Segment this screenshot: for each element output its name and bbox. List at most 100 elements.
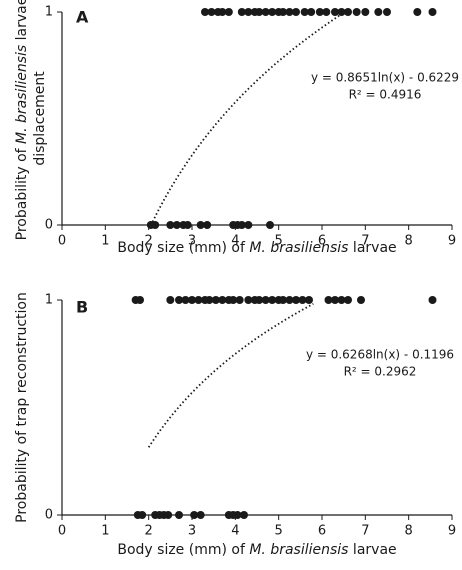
y-tick-label: 0 [45, 218, 53, 233]
point [428, 296, 437, 304]
r-squared: R² = 0.4916 [349, 88, 422, 102]
point [324, 296, 333, 304]
point [175, 296, 183, 304]
point [205, 296, 214, 304]
x-tick-label: 8 [405, 234, 413, 249]
point [285, 8, 294, 16]
y-axis-label-part: Probability of trap reconstruction [14, 292, 30, 523]
x-tick-label: 9 [448, 234, 456, 249]
point [235, 296, 244, 304]
x-tick-label: 3 [188, 234, 196, 249]
point [237, 8, 246, 16]
point [240, 511, 248, 519]
point [292, 8, 300, 16]
point [298, 296, 307, 304]
x-axis-label-part: Body size (mm) of [117, 542, 249, 558]
point [261, 296, 270, 304]
r-squared: R² = 0.2962 [344, 365, 417, 379]
x-tick-label: 6 [318, 234, 326, 249]
point [237, 221, 246, 229]
y-tick-label: 1 [45, 5, 53, 20]
point [261, 8, 270, 16]
point [344, 8, 352, 16]
point [285, 296, 294, 304]
y-axis-label-part: displacement [32, 71, 48, 166]
x-axis-label-part: M. brasiliensis [249, 240, 348, 256]
point [183, 221, 192, 229]
point [196, 511, 205, 519]
y-tick-label: 0 [45, 508, 53, 523]
trendline [149, 10, 347, 226]
x-tick-label: 1 [101, 234, 109, 249]
point [211, 296, 220, 304]
point [196, 221, 205, 229]
equation: y = 0.8651ln(x) - 0.6229 [311, 71, 459, 85]
x-tick-label: 7 [361, 524, 369, 539]
point [166, 221, 175, 229]
point [279, 296, 287, 304]
trendline [147, 303, 314, 448]
point [352, 8, 361, 16]
x-axis-label-part: Body size (mm) of [117, 240, 249, 256]
x-tick-label: 6 [318, 524, 326, 539]
point [255, 296, 264, 304]
point [357, 296, 365, 304]
point [229, 296, 238, 304]
point [224, 8, 233, 16]
x-axis-label-part: larvae [348, 542, 396, 558]
x-tick-label: 0 [58, 234, 66, 249]
x-axis-label-part: larvae [348, 240, 396, 256]
panel-label: A [76, 8, 89, 27]
y-axis-label: Probability of M. brasiliensis larvae [14, 0, 30, 240]
equation: y = 0.6268ln(x) - 0.1196 [306, 348, 454, 362]
point [305, 296, 313, 304]
x-tick-label: 4 [231, 234, 239, 249]
point [172, 221, 181, 229]
x-tick-label: 1 [101, 524, 109, 539]
point [268, 8, 277, 16]
point [244, 221, 253, 229]
point [164, 511, 173, 519]
point [181, 296, 190, 304]
x-tick-label: 9 [448, 524, 456, 539]
point [337, 8, 346, 16]
point [136, 296, 144, 304]
point [244, 296, 253, 304]
x-tick-label: 3 [188, 524, 196, 539]
point [233, 511, 242, 519]
point [292, 296, 300, 304]
point [268, 296, 277, 304]
y-axis-label: displacement [32, 71, 48, 166]
point [337, 296, 346, 304]
y-axis-label: Probability of trap reconstruction [14, 292, 30, 523]
point [413, 8, 422, 16]
x-tick-label: 2 [145, 234, 153, 249]
y-tick-label: 1 [45, 293, 53, 308]
point [207, 8, 216, 16]
x-tick-label: 7 [361, 234, 369, 249]
point [151, 221, 160, 229]
point [428, 8, 437, 16]
point [279, 8, 287, 16]
y-axis-label-part: larvae [14, 0, 30, 45]
y-axis-label-part: M. brasiliensis [14, 45, 30, 144]
point [300, 8, 309, 16]
point [138, 511, 147, 519]
point [344, 296, 352, 304]
point [361, 8, 370, 16]
point [201, 8, 209, 16]
point [307, 8, 316, 16]
x-tick-label: 2 [145, 524, 153, 539]
point [203, 221, 212, 229]
y-axis-label-part: Probability of [14, 144, 30, 240]
point [374, 8, 383, 16]
point [190, 511, 199, 519]
point [175, 511, 183, 519]
x-tick-label: 8 [405, 524, 413, 539]
point [244, 8, 253, 16]
x-axis-label: Body size (mm) of M. brasiliensis larvae [117, 542, 396, 558]
x-tick-label: 4 [231, 524, 239, 539]
point [218, 8, 227, 16]
point [166, 296, 175, 304]
point [218, 296, 227, 304]
